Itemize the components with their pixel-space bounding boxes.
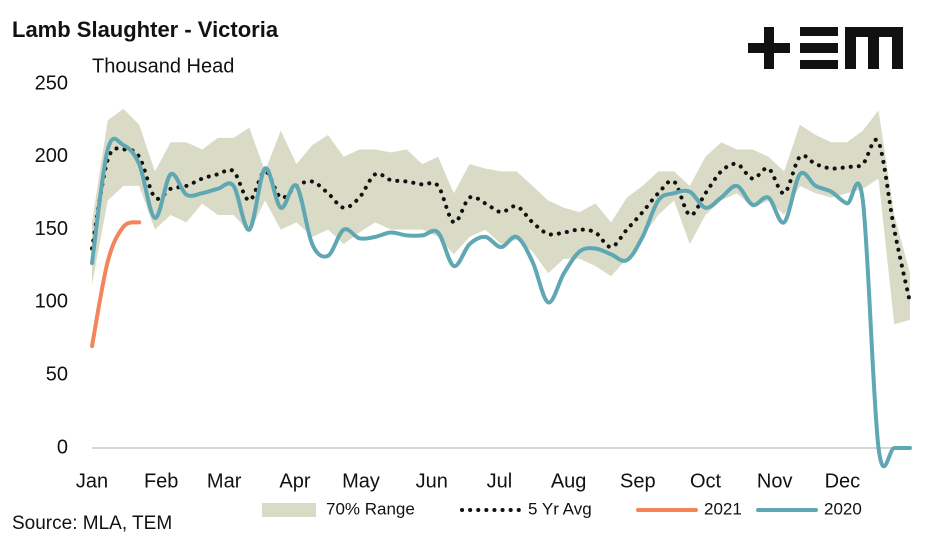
y-tick-label: 150 bbox=[35, 218, 68, 240]
x-tick-label: Mar bbox=[207, 470, 242, 492]
y-tick-label: 200 bbox=[35, 145, 68, 167]
x-tick-label: Feb bbox=[144, 470, 178, 492]
x-tick-label: Aug bbox=[551, 470, 587, 492]
series-line bbox=[90, 136, 912, 469]
y-tick-label: 0 bbox=[57, 436, 68, 458]
x-tick-label: Apr bbox=[279, 470, 310, 492]
x-tick-label: Oct bbox=[690, 470, 722, 492]
legend-swatch bbox=[262, 503, 316, 517]
y-tick-label: 100 bbox=[35, 291, 68, 313]
x-tick-label: Nov bbox=[757, 470, 793, 492]
logo bbox=[748, 27, 903, 69]
x-tick-label: May bbox=[342, 470, 380, 492]
x-tick-label: Jul bbox=[487, 470, 513, 492]
y-tick-label: 250 bbox=[35, 72, 68, 94]
x-tick-label: Jan bbox=[76, 470, 108, 492]
legend-label: 2021 bbox=[704, 499, 742, 518]
range-band bbox=[92, 108, 910, 325]
source: Source: MLA, TEM bbox=[12, 513, 172, 534]
x-tick-label: Sep bbox=[620, 470, 656, 492]
legend-label: 2020 bbox=[824, 499, 862, 518]
x-tick-label: Jun bbox=[416, 470, 448, 492]
x-tick-label: Dec bbox=[825, 470, 861, 492]
y-tick-label: 50 bbox=[46, 363, 68, 385]
chart-subtitle: Thousand Head bbox=[92, 55, 234, 77]
series-line bbox=[90, 137, 912, 305]
legend-label: 5 Yr Avg bbox=[528, 499, 592, 518]
chart-title: Lamb Slaughter - Victoria bbox=[12, 17, 279, 42]
series-line bbox=[90, 220, 142, 349]
legend-label: 70% Range bbox=[326, 499, 415, 518]
